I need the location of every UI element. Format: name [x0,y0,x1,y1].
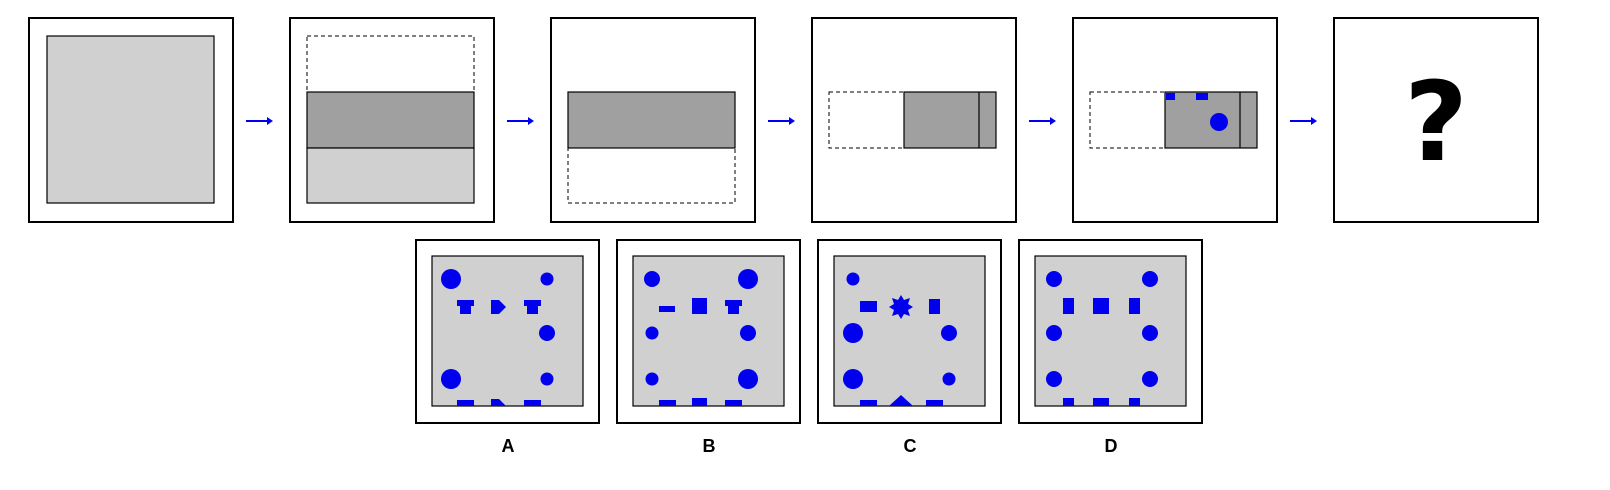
overlap-double-layer [306,91,475,149]
right-arrow-icon [246,117,273,125]
single-layer-region [306,147,475,204]
option-c[interactable] [817,239,1002,424]
option-c-label[interactable]: C [903,436,917,456]
hole-rect [1063,298,1074,314]
punched-hole-square [1166,93,1175,100]
hole-circle [1142,371,1158,387]
hole-circle [1046,271,1062,287]
folded-away-region [828,91,905,149]
hole-square [457,400,474,406]
step-2-panel [289,17,495,223]
right-arrow-icon [507,117,534,125]
unfolded-paper [46,35,215,204]
hole-circle [441,369,461,389]
hole-circle [441,269,461,289]
hole-circle [846,272,860,286]
hole-circle [843,323,863,343]
hole-pentagon [491,300,506,314]
hole-circle [738,369,758,389]
folded-strip [903,91,997,149]
hole-rect [1063,398,1074,406]
hole-circle [942,372,956,386]
option-d-label[interactable]: D [1104,436,1118,456]
hole-circle [740,325,756,341]
punched-hole-circle [1210,113,1228,131]
hole-square [860,301,877,312]
hole-circle [843,369,863,389]
hole-dash [659,306,675,312]
hole-tab [524,300,541,314]
hole-circle [645,326,659,340]
hole-pentagon [491,399,506,406]
hole-square [926,400,943,406]
sequence-row: ? [28,17,1539,223]
hole-rect [1129,298,1140,314]
hole-circle [1046,371,1062,387]
hole-triangle [889,395,913,406]
option-b[interactable] [616,239,801,424]
hole-square [692,298,707,314]
hole-square [860,400,877,406]
hole-circle [1046,325,1062,341]
hole-circle [540,372,554,386]
hole-rect [929,299,940,314]
hole-circle [941,325,957,341]
folded-strip [567,91,736,149]
hole-circle [645,372,659,386]
step-3-panel [550,17,756,223]
folded-away-region [1089,91,1166,149]
option-d[interactable] [1018,239,1203,424]
answer-options [415,239,1203,424]
hole-square [692,398,707,406]
punched-hole-square [1196,93,1208,100]
right-arrow-icon [768,117,795,125]
hole-square [524,400,541,406]
hole-circle [644,271,660,287]
hole-square [659,400,676,406]
step-4-panel [811,17,1017,223]
hole-square [1093,298,1109,314]
hole-circle [738,269,758,289]
right-arrow-icon [1029,117,1056,125]
hole-circle [1142,271,1158,287]
hole-circle [539,325,555,341]
option-a-label[interactable]: A [501,436,515,456]
folded-away-region [567,147,736,204]
option-a[interactable] [415,239,600,424]
hole-star [889,295,913,319]
hole-tab [725,300,742,314]
step-1-panel [28,17,234,223]
hole-square [725,400,742,406]
hole-circle [540,272,554,286]
step-6-panel: ? [1333,17,1539,223]
right-arrow-icon [1290,117,1317,125]
question-mark: ? [1404,58,1468,186]
hole-tab [457,300,474,314]
option-b-label[interactable]: B [702,436,716,456]
step-5-panel [1072,17,1278,223]
hole-circle [1142,325,1158,341]
hole-rect [1129,398,1140,406]
hole-square [1093,398,1109,406]
